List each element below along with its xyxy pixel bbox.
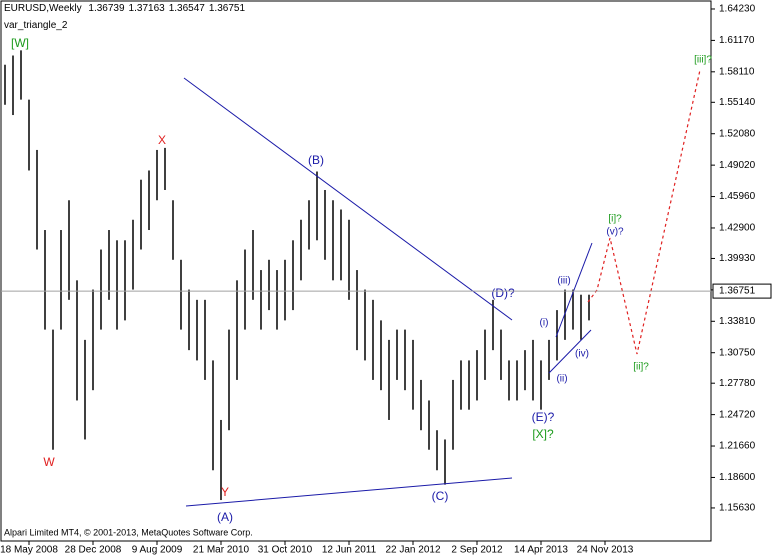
x-tick-label: 24 Nov 2013 (577, 545, 634, 556)
y-tick-label: 1.15630 (719, 503, 756, 514)
x-tick-label: 22 Jan 2012 (385, 545, 440, 556)
trend-line (555, 242, 593, 338)
wave-label: (ii) (556, 374, 567, 385)
trend-line (185, 477, 513, 507)
x-tick-label: 9 Aug 2009 (132, 545, 183, 556)
wave-label: (i) (540, 318, 549, 329)
indicator-name: var_triangle_2 (4, 20, 68, 31)
x-tick-label: 18 May 2008 (0, 545, 58, 556)
wave-label: [W] (11, 36, 29, 50)
symbol: EURUSD,Weekly (4, 3, 82, 14)
high: 1.37163 (128, 3, 165, 14)
wave-label: (iii) (557, 276, 570, 287)
last-price-box (712, 283, 772, 299)
y-tick-label: 1.49020 (719, 160, 756, 171)
last-price-label: 1.36751 (719, 286, 756, 297)
x-tick-label: 28 Dec 2008 (65, 545, 122, 556)
wave-label: (B) (308, 153, 324, 167)
x-tick-label: 12 Jun 2011 (322, 545, 377, 556)
y-tick-label: 1.27780 (719, 378, 756, 389)
y-tick-label: 1.18600 (719, 472, 756, 483)
y-tick-label: 1.58110 (719, 66, 755, 77)
wave-label: [X]? (532, 427, 554, 441)
close: 1.36751 (208, 3, 246, 14)
open: 1.36739 (88, 3, 125, 14)
price-bars (4, 50, 590, 501)
y-tick-label: 1.64230 (719, 4, 756, 15)
y-tick-label: 1.45960 (719, 191, 756, 202)
chart-header: EURUSD,Weekly 1.36739 1.37163 1.36547 1.367… (4, 3, 249, 15)
y-tick-label: 1.61170 (719, 35, 755, 46)
wave-label: (C) (432, 489, 449, 503)
y-tick-label: 1.42900 (719, 223, 756, 234)
wave-label: X (158, 133, 166, 147)
y-tick-label: 1.33810 (719, 316, 756, 327)
wave-label: [i]? (608, 214, 622, 225)
wave-label: (A) (217, 510, 233, 524)
y-tick-label: 1.55140 (719, 97, 756, 108)
footer: Alpari Limited MT4, © 2001-2013, MetaQuo… (4, 527, 253, 537)
low: 1.36547 (168, 3, 205, 14)
y-tick-label: 1.24720 (719, 409, 756, 420)
trend-line (183, 77, 513, 321)
y-tick-label: 1.52080 (719, 128, 756, 139)
plot-frame (0, 0, 712, 542)
x-tick-label: 2 Sep 2012 (451, 545, 503, 556)
x-tick-label: 21 Mar 2010 (193, 545, 250, 556)
y-tick-label: 1.39930 (719, 253, 756, 264)
wave-label: Y (221, 485, 229, 499)
x-tick-label: 31 Oct 2010 (258, 545, 313, 556)
wave-label: (D)? (491, 286, 515, 300)
wave-label: (E)? (532, 410, 555, 424)
x-tick-label: 14 Apr 2013 (514, 545, 568, 556)
trend-line (548, 329, 592, 374)
forecast-path (587, 69, 701, 355)
wave-label: W (43, 455, 55, 469)
wave-label: (iv) (575, 349, 589, 360)
wave-label: (v)? (606, 227, 624, 238)
y-tick-label: 1.21660 (719, 441, 756, 452)
y-tick-label: 1.30750 (719, 347, 756, 358)
wave-label: [iii]? (694, 55, 712, 66)
wave-label: [ii]? (633, 362, 649, 373)
